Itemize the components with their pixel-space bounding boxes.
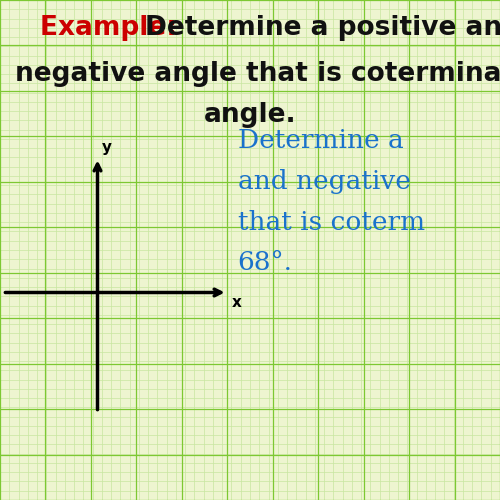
Text: x: x	[232, 295, 241, 310]
Text: Example:: Example:	[40, 15, 186, 41]
Text: that is coterm: that is coterm	[238, 210, 424, 234]
Text: angle.: angle.	[204, 102, 296, 128]
Text: Determine a: Determine a	[238, 128, 403, 152]
Text: negative angle that is coterminal to the: negative angle that is coterminal to the	[15, 61, 500, 87]
Text: and negative: and negative	[238, 168, 410, 194]
Text: Determine a positive and: Determine a positive and	[145, 15, 500, 41]
Text: 68°.: 68°.	[238, 250, 292, 276]
Text: y: y	[102, 140, 112, 155]
